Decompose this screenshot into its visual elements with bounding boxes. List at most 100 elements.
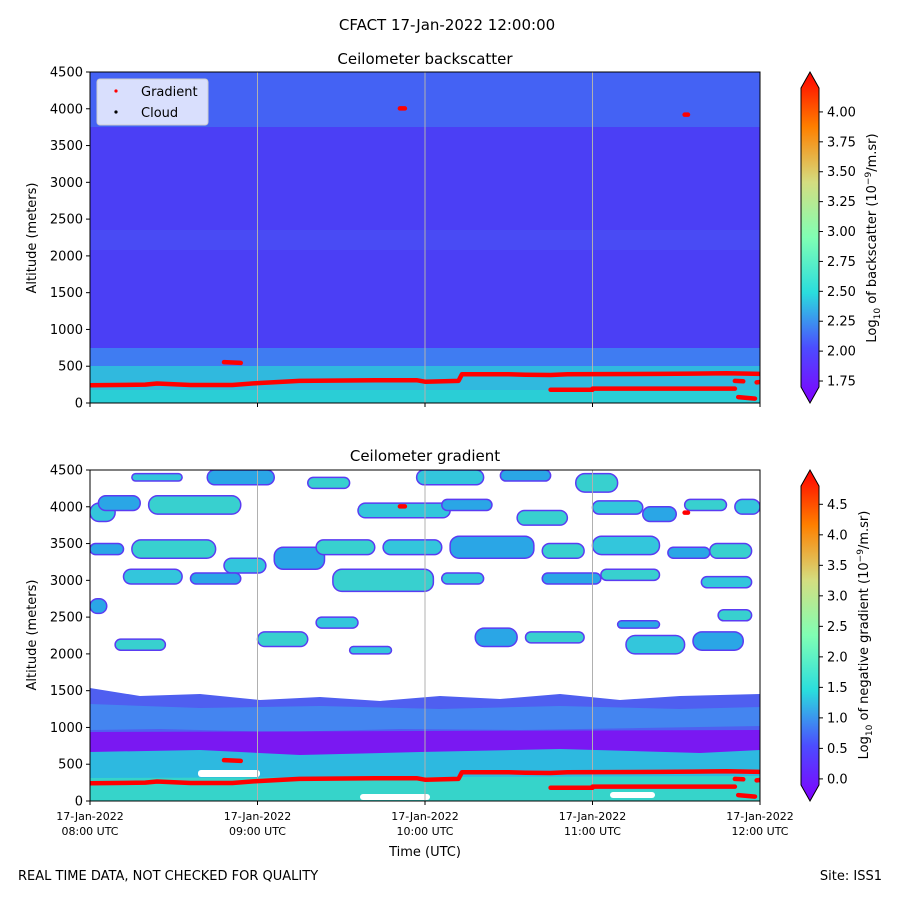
x-tick-label-time: 11:00 UTC bbox=[564, 825, 621, 838]
gradient-colorbar: 0.00.51.01.52.02.53.03.54.04.5 Log10 of … bbox=[801, 470, 875, 801]
gradient-cloud-patch bbox=[149, 496, 241, 514]
y-tick-label: 1000 bbox=[50, 323, 83, 338]
backscatter-colorbar-label: Log10 of backscatter (10−9/m.sr) bbox=[864, 133, 883, 342]
y-tick-label: 4000 bbox=[50, 500, 83, 515]
gradient-series-segment bbox=[224, 760, 241, 761]
gradient-cloud-patch bbox=[517, 510, 567, 525]
colorbar-tick-label: 3.25 bbox=[827, 195, 856, 210]
y-tick-label: 1000 bbox=[50, 721, 83, 736]
colorbar-tick-label: 1.5 bbox=[827, 681, 848, 696]
gradient-cloud-patch bbox=[98, 496, 140, 511]
colorbar-tick-label: 3.75 bbox=[827, 135, 856, 150]
y-tick-label: 500 bbox=[58, 360, 83, 375]
gradient-cloud-patch bbox=[542, 544, 584, 559]
gradient-cloud-patch bbox=[526, 632, 585, 643]
site-label: Site: ISS1 bbox=[820, 869, 882, 884]
legend-cloud-label: Cloud bbox=[141, 106, 178, 121]
gradient-cloud-patch bbox=[701, 577, 751, 588]
y-tick-label: 2000 bbox=[50, 647, 83, 662]
gradient-cloud-patch bbox=[601, 569, 660, 580]
colorbar-tick-label: 1.75 bbox=[827, 375, 856, 390]
figure-title: CFACT 17-Jan-2022 12:00:00 bbox=[339, 16, 555, 34]
y-tick-label: 4500 bbox=[50, 464, 83, 479]
legend-gradient-label: Gradient bbox=[141, 85, 198, 100]
x-tick-label-time: 09:00 UTC bbox=[229, 825, 286, 838]
backscatter-panel: Ceilometer backscatter 05001000150020002… bbox=[25, 50, 883, 412]
x-tick-label-time: 08:00 UTC bbox=[61, 825, 118, 838]
y-tick-label: 3000 bbox=[50, 176, 83, 191]
y-tick-label: 3000 bbox=[50, 574, 83, 589]
quality-disclaimer: REAL TIME DATA, NOT CHECKED FOR QUALITY bbox=[18, 869, 318, 884]
backscatter-x-axis bbox=[90, 403, 760, 407]
gradient-white-gap-2 bbox=[360, 794, 430, 800]
gradient-title: Ceilometer gradient bbox=[350, 447, 500, 465]
y-tick-label: 2500 bbox=[50, 213, 83, 228]
gradient-cloud-patch bbox=[124, 569, 183, 584]
gradient-cloud-patch bbox=[90, 544, 124, 555]
gradient-cloud-patch bbox=[442, 573, 484, 584]
gradient-cloud-patch bbox=[258, 632, 308, 647]
colorbar-tick-label: 2.75 bbox=[827, 255, 856, 270]
gradient-ylabel: Altitude (meters) bbox=[25, 580, 40, 691]
backscatter-title: Ceilometer backscatter bbox=[337, 50, 513, 68]
y-tick-label: 4000 bbox=[50, 102, 83, 117]
colorbar-tick-label: 2.00 bbox=[827, 345, 856, 360]
gradient-cloud-patch bbox=[593, 501, 643, 514]
colorbar-tick-label: 3.0 bbox=[827, 589, 848, 604]
gradient-series-segment bbox=[738, 397, 755, 398]
gradient-cloud-patch bbox=[115, 639, 165, 650]
gradient-cloud-patch bbox=[207, 470, 274, 485]
colorbar-tick-label: 4.00 bbox=[827, 105, 856, 120]
colorbar-tick-label: 0.0 bbox=[827, 772, 848, 787]
gradient-white-gap-3 bbox=[610, 792, 655, 798]
colorbar-tick-label: 2.50 bbox=[827, 285, 856, 300]
gradient-series-segment bbox=[738, 795, 755, 796]
gradient-cloud-patch bbox=[316, 540, 375, 555]
legend-gradient-marker bbox=[114, 89, 117, 92]
gradient-cloud-patch bbox=[735, 499, 760, 514]
gradient-colorbar-ticks: 0.00.51.01.52.02.53.03.54.04.5 bbox=[819, 498, 848, 788]
colorbar-tick-label: 2.25 bbox=[827, 315, 856, 330]
x-tick-label-time: 12:00 UTC bbox=[731, 825, 788, 838]
gradient-cloud-patch bbox=[475, 628, 517, 646]
gradient-cloud-patch bbox=[224, 558, 266, 573]
gradient-panel: Ceilometer gradient 05001000150020002500… bbox=[25, 447, 875, 860]
legend: Gradient Cloud bbox=[97, 79, 208, 125]
colorbar-tick-label: 2.0 bbox=[827, 650, 848, 665]
gradient-cloud-patch bbox=[316, 617, 358, 628]
gradient-cloud-patch bbox=[710, 544, 752, 559]
gradient-cloud-patch bbox=[442, 499, 492, 510]
gradient-cloud-patch bbox=[718, 610, 752, 621]
y-tick-label: 4500 bbox=[50, 66, 83, 81]
gradient-cloud-patch bbox=[132, 474, 182, 481]
gradient-cloud-patch bbox=[685, 499, 727, 510]
gradient-cloud-patch bbox=[500, 470, 550, 481]
colorbar-tick-label: 3.00 bbox=[827, 225, 856, 240]
gradient-cloud-patch bbox=[191, 573, 241, 584]
gradient-cloud-patch bbox=[383, 540, 442, 555]
gradient-cloud-patch bbox=[576, 474, 618, 492]
gradient-white-gap-1 bbox=[198, 770, 260, 777]
gradient-cloud-patch bbox=[350, 647, 392, 654]
gradient-cloud-patch bbox=[333, 569, 434, 591]
gradient-xlabel: Time (UTC) bbox=[388, 845, 461, 860]
gradient-cloud-patch bbox=[90, 599, 107, 614]
x-tick-label-date: 17-Jan-2022 bbox=[391, 810, 459, 823]
colorbar-tick-label: 4.0 bbox=[827, 528, 848, 543]
backscatter-colorbar-ticks: 1.75 2.00 2.25 2.50 2.75 3.00 3.25 3.50 3.75 4.00 bbox=[819, 105, 856, 389]
backscatter-colorbar-bar bbox=[801, 72, 819, 403]
colorbar-tick-label: 0.5 bbox=[827, 742, 848, 757]
colorbar-tick-label: 3.50 bbox=[827, 165, 856, 180]
y-tick-label: 2500 bbox=[50, 611, 83, 626]
y-tick-label: 1500 bbox=[50, 684, 83, 699]
colorbar-tick-label: 2.5 bbox=[827, 620, 848, 635]
y-tick-label: 3500 bbox=[50, 139, 83, 154]
x-tick-label-time: 10:00 UTC bbox=[396, 825, 453, 838]
y-tick-label: 3500 bbox=[50, 537, 83, 552]
y-tick-label: 500 bbox=[58, 758, 83, 773]
gradient-cloud-patch bbox=[618, 621, 660, 628]
gradient-cloud-patch bbox=[626, 636, 685, 654]
